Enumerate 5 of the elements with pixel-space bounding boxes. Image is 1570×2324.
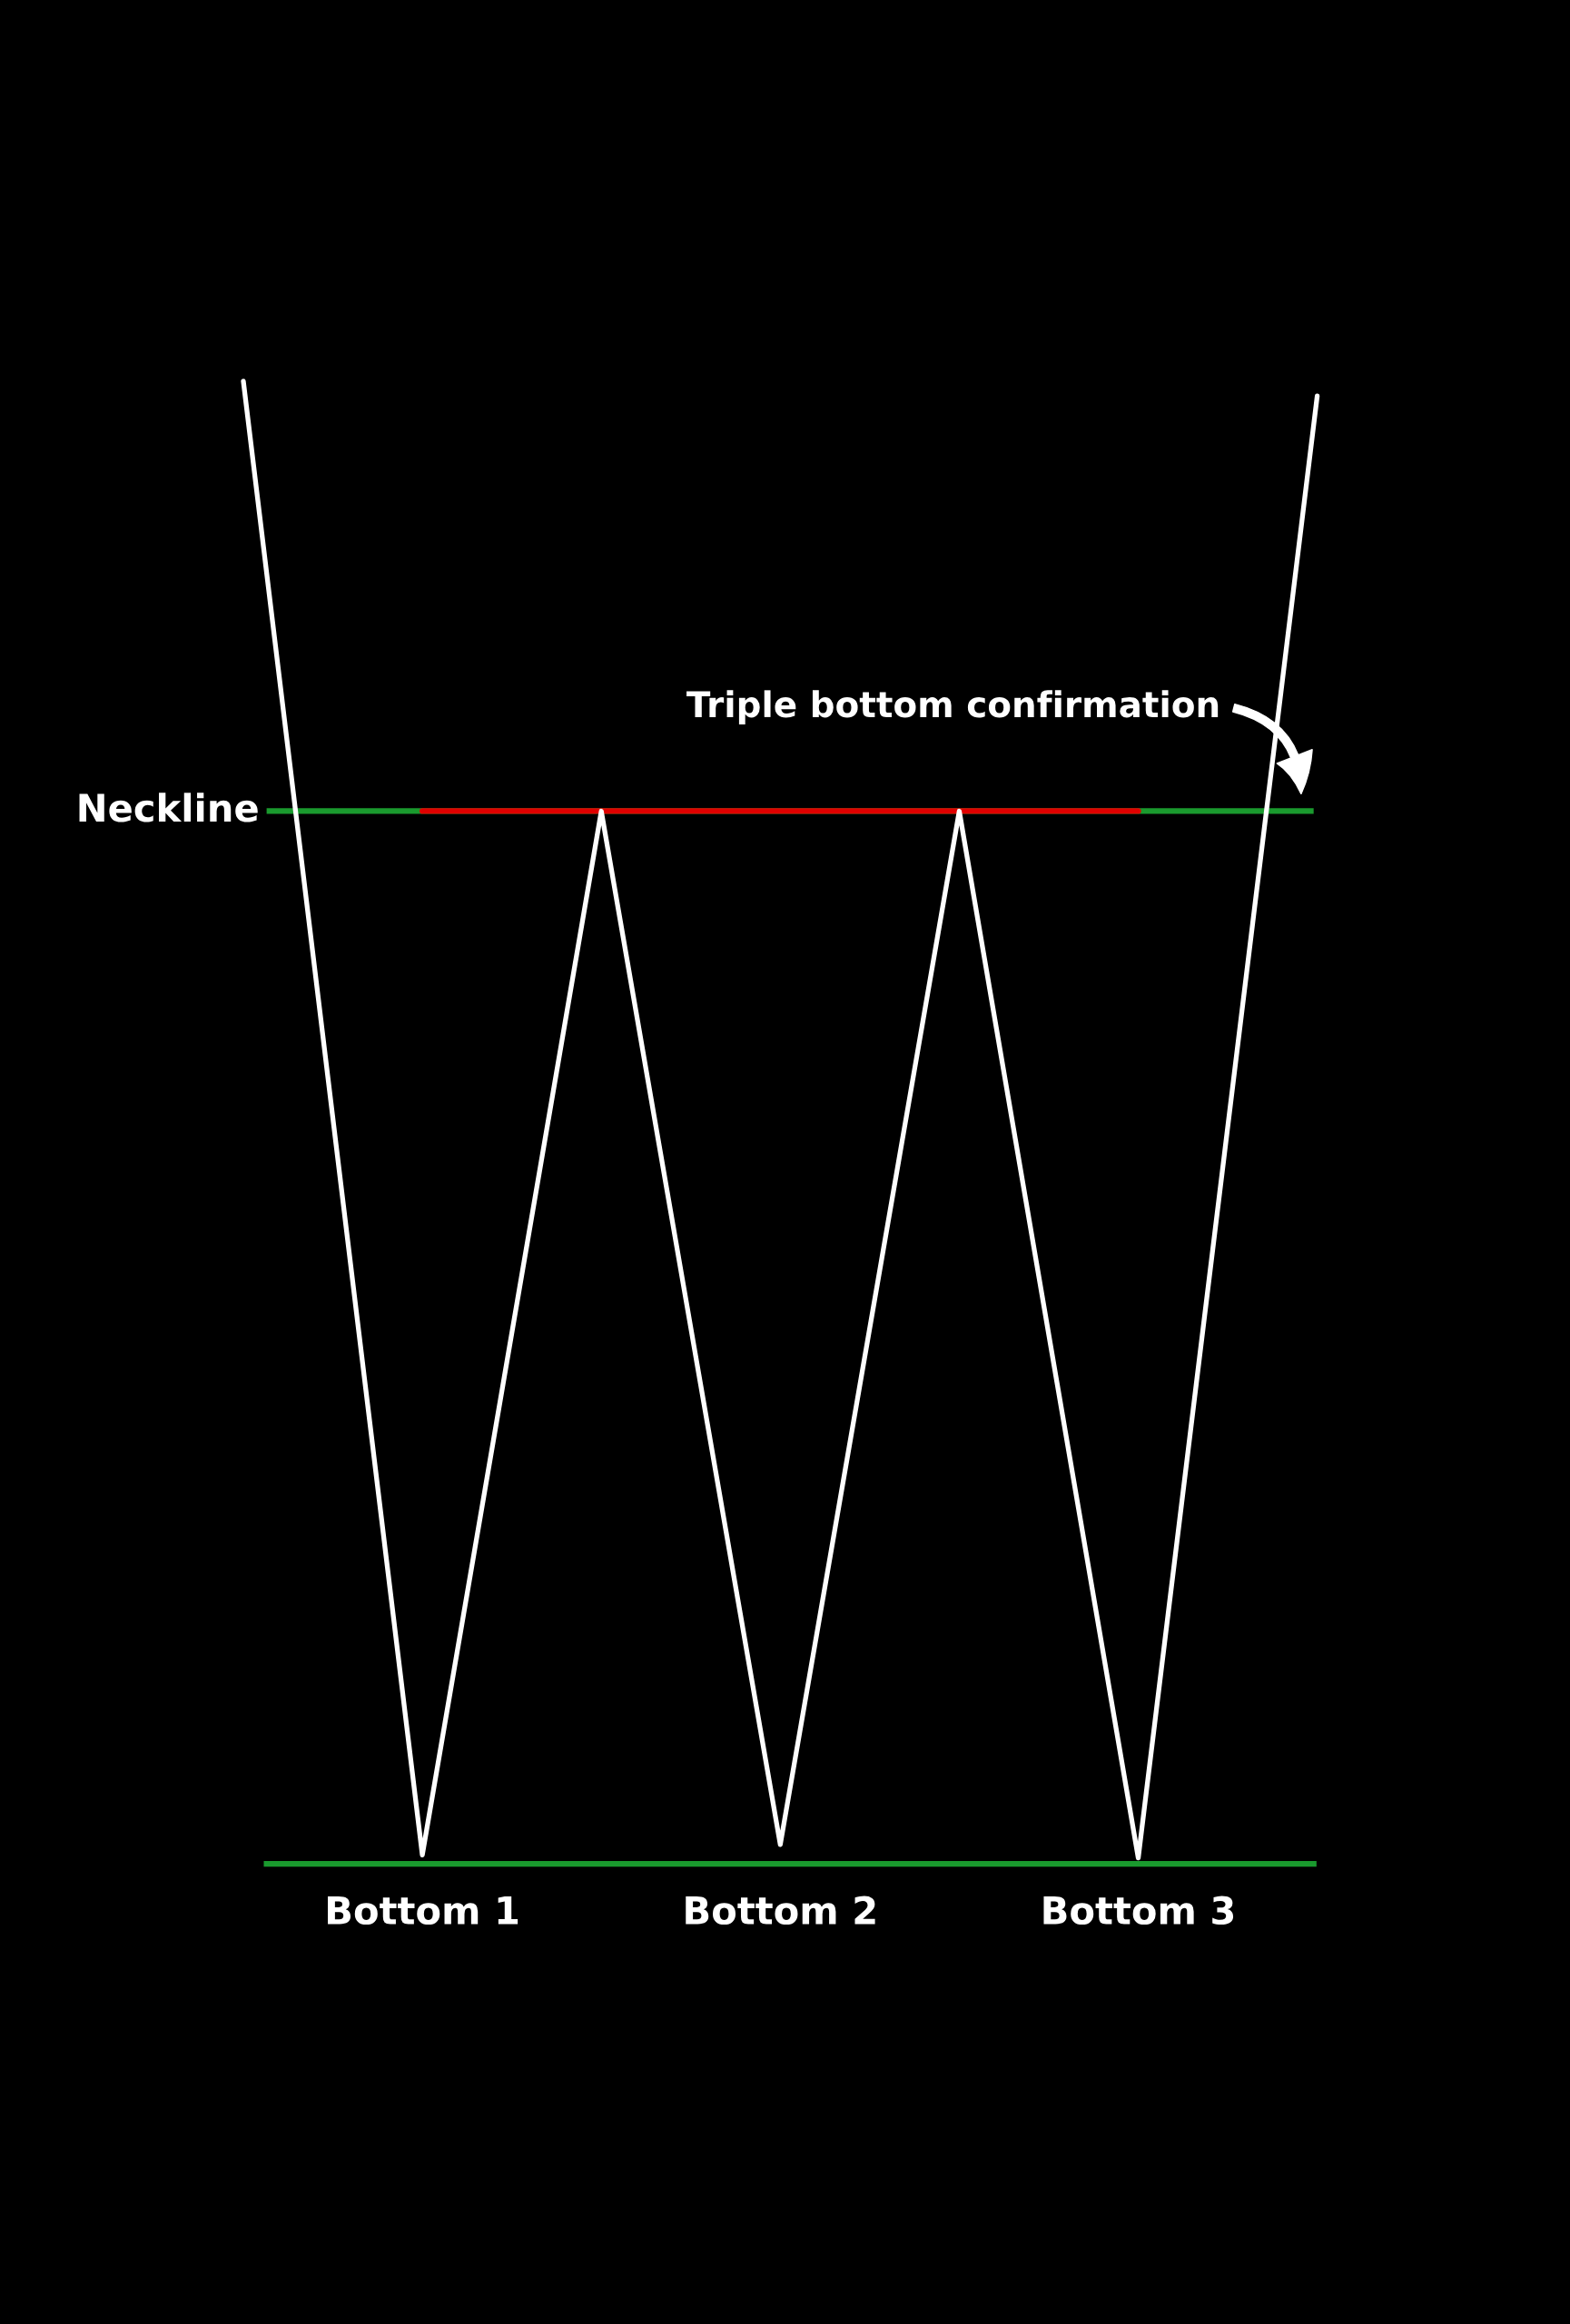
x-tick-label: Bottom 2 xyxy=(686,1896,875,1925)
x-tick-label: Bottom 1 xyxy=(328,1896,518,1925)
annotation: Triple bottom confirmation xyxy=(686,690,1219,724)
x-tick-label: Bottom 3 xyxy=(1043,1896,1234,1925)
ref-line-label: Neckline xyxy=(79,793,258,822)
